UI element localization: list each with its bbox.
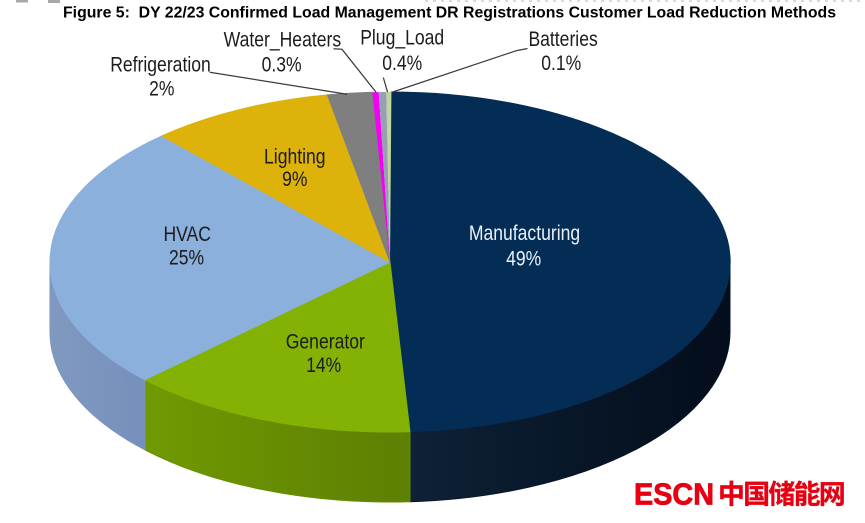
svg-text:Batteries: Batteries bbox=[528, 27, 597, 51]
svg-text:Refrigeration: Refrigeration bbox=[110, 53, 211, 77]
svg-text:14%: 14% bbox=[306, 353, 341, 377]
svg-text:Lighting: Lighting bbox=[264, 145, 326, 169]
svg-text:49%: 49% bbox=[506, 246, 541, 270]
svg-text:ESCN: ESCN bbox=[634, 477, 714, 512]
svg-text:0.4%: 0.4% bbox=[382, 51, 422, 75]
svg-text:Manufacturing: Manufacturing bbox=[469, 221, 580, 245]
svg-text:2%: 2% bbox=[149, 76, 174, 100]
svg-text:0.3%: 0.3% bbox=[262, 53, 302, 77]
svg-text:Plug_Load: Plug_Load bbox=[360, 26, 444, 50]
svg-text:Water_Heaters: Water_Heaters bbox=[224, 28, 342, 52]
svg-text:Figure 5: DY 22/23 Confirmed: Figure 5: DY 22/23 Confirmed Load Manage… bbox=[63, 5, 836, 22]
svg-text:9%: 9% bbox=[282, 167, 307, 191]
svg-text:Generator: Generator bbox=[286, 330, 365, 354]
svg-text:HVAC: HVAC bbox=[163, 222, 211, 246]
svg-text:25%: 25% bbox=[169, 245, 204, 269]
svg-text:0.1%: 0.1% bbox=[541, 51, 581, 75]
